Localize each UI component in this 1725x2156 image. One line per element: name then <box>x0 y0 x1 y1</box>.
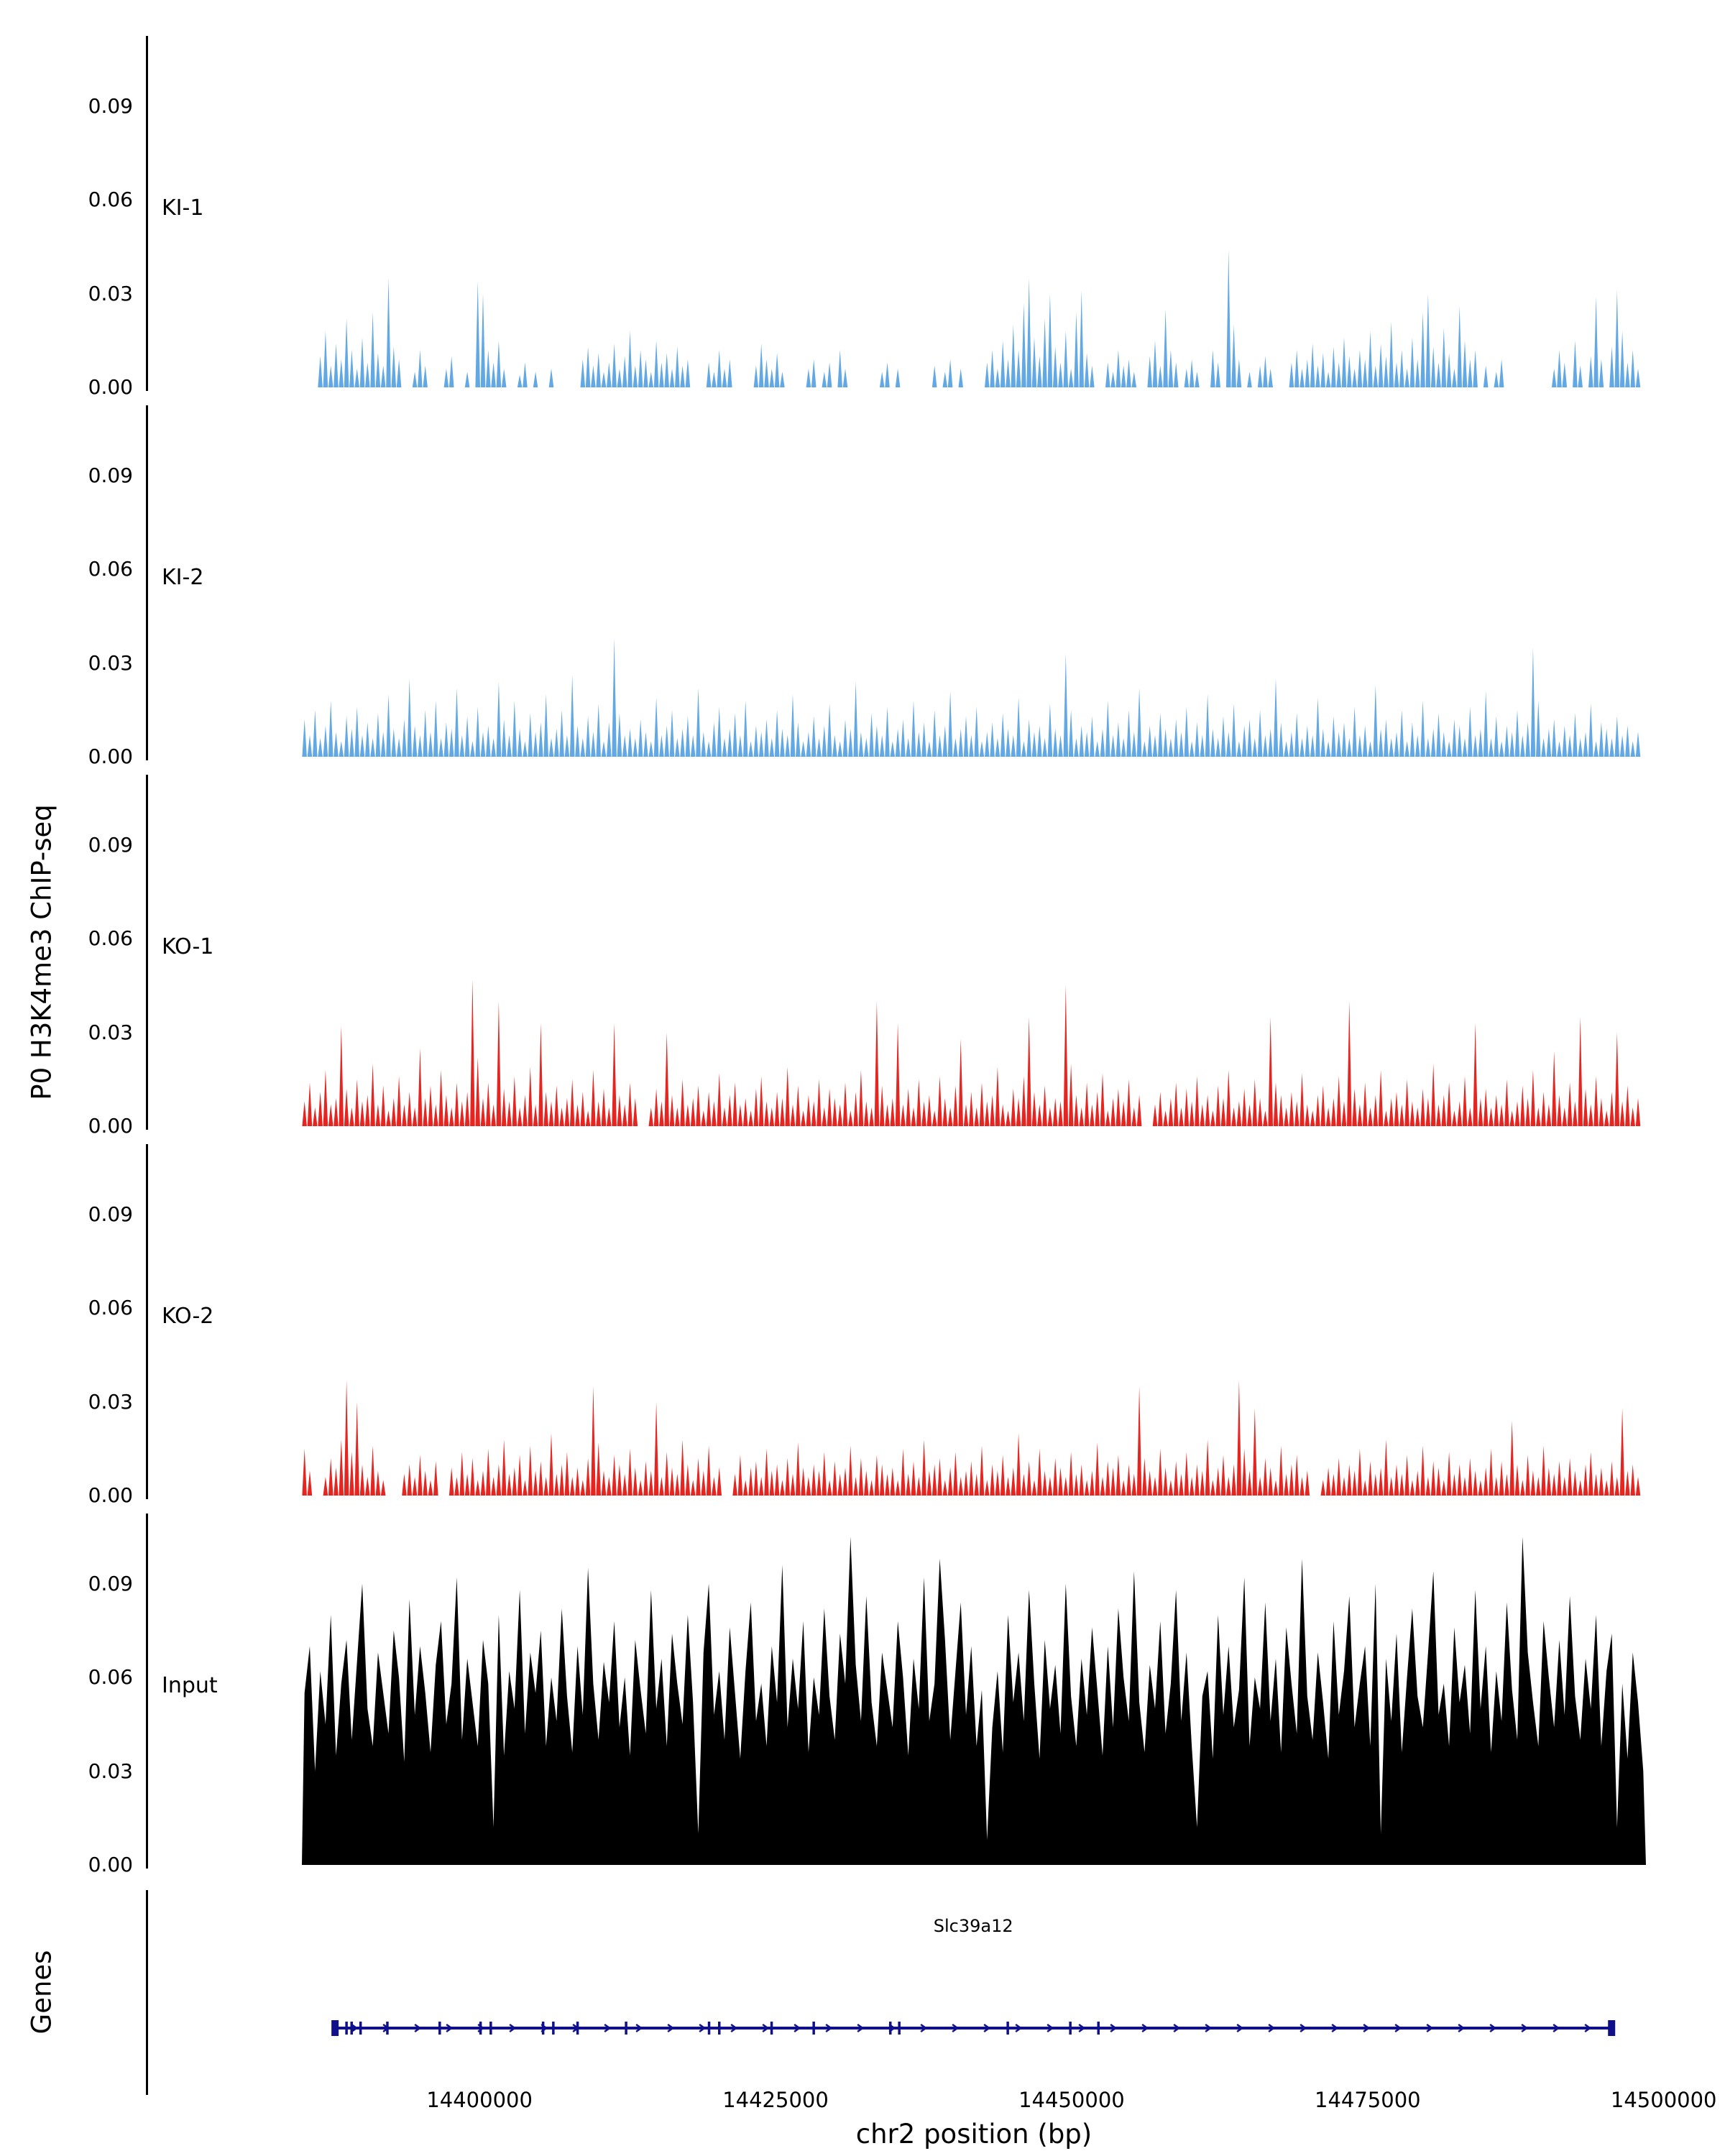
track-label: KI-1 <box>162 195 204 221</box>
track-label: KI-2 <box>162 565 204 590</box>
y-tick-label: 0.03 <box>88 1389 133 1414</box>
x-axis-title: chr2 position (bp) <box>855 2119 1092 2150</box>
y-tick-label: 0.06 <box>88 557 133 581</box>
track-panel-input: 0.00 0.03 0.06 0.09 Input <box>0 1514 1725 1876</box>
y-tick-label: 0.06 <box>88 1296 133 1319</box>
x-tick-label: 14425000 <box>722 2088 829 2112</box>
y-tick-label: 0.06 <box>88 926 133 950</box>
track-label: KO-1 <box>162 934 214 959</box>
track-label: KO-2 <box>162 1304 214 1329</box>
genes-track: Slc39a12 <box>0 1890 1725 2095</box>
y-tick-label: 0.03 <box>88 650 133 675</box>
y-tick-label: 0.09 <box>88 1571 133 1595</box>
y-axis-line <box>146 1514 148 1869</box>
x-tick-label: 14450000 <box>1018 2088 1125 2112</box>
y-axis-line <box>146 405 148 760</box>
y-axis-line <box>146 36 148 391</box>
y-tick-label: 0.03 <box>88 1020 133 1044</box>
track-panel-ki-1: 0.00 0.03 0.06 0.09 KI-1 <box>0 36 1725 399</box>
y-tick-label: 0.09 <box>88 463 133 487</box>
y-tick-label: 0.03 <box>88 281 133 305</box>
x-tick-label: 14500000 <box>1610 2088 1717 2112</box>
y-tick-label: 0.06 <box>88 188 133 211</box>
signal-ki-2 <box>302 637 1641 757</box>
x-tick-label: 14400000 <box>426 2088 533 2112</box>
gene-name-label: Slc39a12 <box>934 1916 1013 1936</box>
signal-ki-1 <box>318 249 1641 387</box>
y-tick-label: 0.00 <box>88 1853 133 1876</box>
y-tick-label: 0.00 <box>88 1114 133 1138</box>
y-tick-label: 0.09 <box>88 93 133 118</box>
y-tick-label: 0.00 <box>88 745 133 768</box>
strand-arrows <box>351 2023 1592 2033</box>
y-tick-label: 0.00 <box>88 1483 133 1507</box>
genes-axis-line <box>146 1890 148 2095</box>
track-panel-ko-1: 0.00 0.03 0.06 0.09 KO-1 <box>0 775 1725 1138</box>
y-tick-label: 0.00 <box>88 375 133 399</box>
y-tick-label: 0.03 <box>88 1759 133 1783</box>
gene-model: Slc39a12 <box>331 1916 1616 2036</box>
track-panel-ko-2: 0.00 0.03 0.06 0.09 KO-2 <box>0 1144 1725 1507</box>
track-label: Input <box>162 1673 218 1698</box>
y-tick-label: 0.09 <box>88 832 133 857</box>
y-tick-label: 0.09 <box>88 1202 133 1226</box>
y-axis-line <box>146 1144 148 1499</box>
signal-ko-1 <box>302 979 1641 1126</box>
y-axis-line <box>146 775 148 1130</box>
track-panel-ki-2: 0.00 0.03 0.06 0.09 KI-2 <box>0 405 1725 768</box>
signal-input <box>302 1537 1646 1865</box>
y-tick-label: 0.06 <box>88 1665 133 1689</box>
x-tick-label: 14475000 <box>1315 2088 1421 2112</box>
signal-ko-2 <box>302 1380 1641 1496</box>
